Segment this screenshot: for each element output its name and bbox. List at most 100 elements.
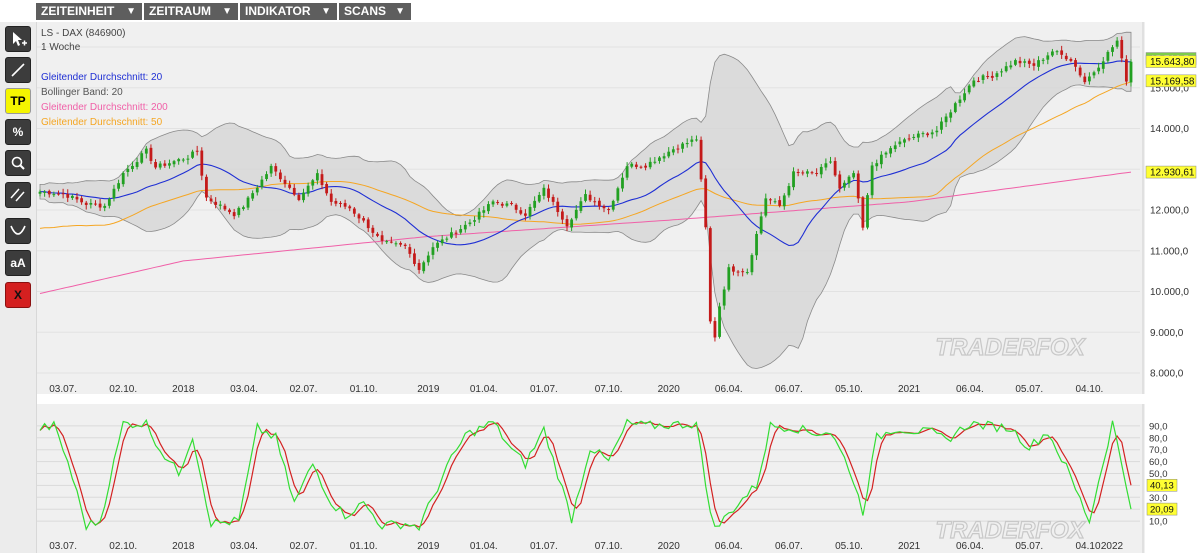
oscillator-x-tick-label: 04.10. <box>1075 541 1103 552</box>
candle-body <box>454 232 458 234</box>
candle-body <box>1129 61 1133 83</box>
price-x-tick-label: 06.04. <box>715 384 743 395</box>
candle-body <box>163 163 167 166</box>
delete-tool-button[interactable]: X <box>5 282 31 308</box>
candle-body <box>473 220 476 222</box>
curve-tool-button[interactable] <box>5 218 31 244</box>
zoom-tool-button[interactable] <box>5 150 31 176</box>
candle <box>759 211 763 235</box>
candle-body <box>126 168 130 172</box>
candle <box>1092 70 1096 79</box>
candle-body <box>1055 51 1059 53</box>
candle <box>121 171 125 187</box>
candle-body <box>209 198 213 202</box>
oscillator-panel-background <box>37 404 1145 553</box>
candle-body <box>648 161 652 168</box>
menu-indikator[interactable]: INDIKATOR ▼ <box>240 3 337 20</box>
candle <box>57 190 60 196</box>
candle <box>736 269 740 277</box>
candle-body <box>380 235 384 241</box>
oscillator-x-tick-label: 2018 <box>172 541 195 552</box>
menu-scans[interactable]: SCANS ▼ <box>339 3 411 20</box>
candle-body <box>796 172 800 174</box>
oscillator-tick-label: 10,0 <box>1149 517 1168 528</box>
candle-body <box>671 149 675 153</box>
candle-body <box>117 183 120 189</box>
candle <box>84 200 88 210</box>
candle <box>634 161 638 170</box>
candle <box>200 147 204 181</box>
candle <box>278 169 282 182</box>
candle-body <box>921 133 925 135</box>
candle-body <box>732 266 735 272</box>
candle-body <box>320 174 324 186</box>
menu-zeitraum[interactable]: ZEITRAUM ▼ <box>144 3 238 20</box>
candle <box>265 171 268 182</box>
candle <box>782 193 786 210</box>
candle <box>417 259 421 274</box>
pointer-add-tool-button[interactable] <box>5 26 31 52</box>
candle <box>671 146 675 156</box>
oscillator-tick-label: 70,0 <box>1149 445 1168 456</box>
price-badge <box>1145 55 1197 68</box>
candle <box>819 163 823 179</box>
candle <box>787 183 791 198</box>
menu-zeiteinheit[interactable]: ZEITEINHEIT ▼ <box>36 3 142 20</box>
candle <box>408 243 412 258</box>
candle-body <box>200 150 204 176</box>
candle-body <box>986 76 990 78</box>
candle-body <box>463 224 467 230</box>
candle-body <box>172 161 176 165</box>
candle-body <box>394 243 398 245</box>
legend-entry: Bollinger Band: 20 <box>41 87 123 98</box>
candle <box>940 117 943 134</box>
candle <box>1046 52 1050 65</box>
candle <box>487 201 490 214</box>
candle <box>570 217 574 232</box>
tp-tool-button[interactable]: TP <box>5 88 31 114</box>
candle <box>537 191 541 203</box>
candle <box>112 184 116 202</box>
candle <box>769 198 772 205</box>
candle <box>191 149 194 159</box>
price-x-tick-label: 05.10. <box>835 384 863 395</box>
candle-body <box>916 133 920 138</box>
candle-body <box>625 166 629 178</box>
candle <box>681 141 684 153</box>
candle <box>514 203 518 214</box>
candle-body <box>57 193 60 195</box>
candle <box>66 189 70 202</box>
candle <box>889 145 893 158</box>
candle-body <box>103 205 107 208</box>
line-tool-button[interactable] <box>5 57 31 83</box>
price-x-tick-label: 06.07. <box>775 384 803 395</box>
candle-body <box>907 138 911 140</box>
candle-body <box>1014 60 1017 65</box>
candle <box>528 203 532 220</box>
candle <box>588 190 592 203</box>
candle <box>861 196 865 231</box>
text-tool-button[interactable]: aA <box>5 250 31 276</box>
candle-body <box>584 194 587 201</box>
percent-tool-button[interactable]: % <box>5 119 31 145</box>
candle <box>574 204 578 221</box>
price-tick-label: 10.000,0 <box>1150 287 1189 298</box>
candle <box>986 71 990 80</box>
candle <box>468 219 472 227</box>
candle <box>306 182 310 197</box>
candle <box>491 199 495 207</box>
oscillator-x-tick-label: 03.04. <box>230 541 258 552</box>
candle-body <box>61 193 65 195</box>
candle-body <box>1111 47 1114 52</box>
parallel-lines-tool-button[interactable] <box>5 182 31 208</box>
candle-body <box>704 178 708 228</box>
candle-body <box>866 195 869 228</box>
candle <box>708 226 712 324</box>
candle <box>362 215 366 223</box>
candle <box>52 191 56 197</box>
candle-body <box>195 150 199 152</box>
oscillator-tick-label: 50,0 <box>1149 469 1168 480</box>
candle <box>542 184 546 200</box>
candle <box>47 189 51 198</box>
candle <box>80 196 84 205</box>
